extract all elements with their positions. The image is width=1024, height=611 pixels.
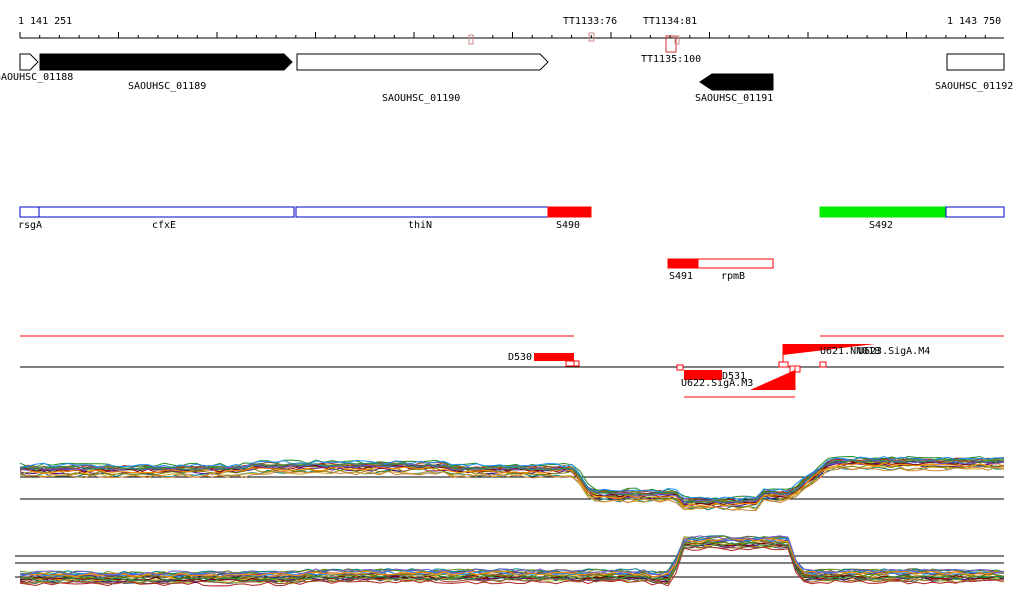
annotation-label: thiN <box>408 220 432 231</box>
ruler-end-label: 1 143 750 <box>947 16 1001 27</box>
feature-marker <box>778 361 789 368</box>
gene-arrow[interactable] <box>39 53 293 71</box>
annotation-box[interactable] <box>295 206 549 218</box>
expression-trace <box>19 455 1005 501</box>
annotation-label: S491 <box>669 271 693 282</box>
gene-arrow[interactable] <box>699 73 774 91</box>
feature-wedge[interactable] <box>783 344 875 355</box>
gene-label: SAOUHSC_01189 <box>128 81 206 92</box>
expression-trace <box>19 458 1005 504</box>
terminator-mark <box>468 34 474 45</box>
expression-panel-bottom <box>15 535 1005 587</box>
expression-trace <box>19 455 1005 501</box>
terminator-label: TT1135:100 <box>641 54 701 65</box>
feature-label: U623.SigA.M4 <box>858 346 930 357</box>
feature-label: U621.NN018 <box>820 346 880 357</box>
annotation-box[interactable] <box>667 258 699 269</box>
terminator-mark <box>674 35 680 45</box>
expression-traces <box>19 535 1005 587</box>
feature-track: D530 D531 U621.NN018 U623.SigA.M4 U622.S… <box>20 335 1004 398</box>
terminator-label: TT1133:76 <box>563 16 617 27</box>
gene-arrow[interactable] <box>19 53 39 71</box>
feature-box[interactable] <box>534 353 574 361</box>
feature-label: D530 <box>508 352 532 363</box>
ruler-ticks <box>19 32 986 38</box>
feature-wedge[interactable] <box>750 370 795 390</box>
expression-trace <box>19 542 1004 583</box>
gene-label: SAOUHSC_01191 <box>695 93 773 104</box>
expression-trace <box>19 539 1005 580</box>
expression-trace <box>19 462 1005 508</box>
annotation-box[interactable] <box>819 206 947 218</box>
expression-trace <box>19 535 1005 576</box>
feature-marker <box>565 360 575 367</box>
gene-arrow[interactable] <box>296 53 549 71</box>
feature-label: D531 <box>722 371 746 382</box>
expression-panel-top <box>19 455 1005 512</box>
expression-trace <box>19 535 1005 575</box>
expression-trace <box>19 538 1005 579</box>
gene-label: SAOUHSC_01188 <box>0 72 73 83</box>
annotation-box[interactable] <box>945 206 1005 218</box>
expression-trace <box>19 463 1005 509</box>
annotation-box[interactable] <box>697 258 774 269</box>
annotation-row-1: rsgA cfxE thiN S490 S492 <box>18 206 1005 231</box>
annotation-label: cfxE <box>152 220 176 231</box>
ruler-start-label: 1 141 251 <box>18 16 72 27</box>
annotation-box[interactable] <box>38 206 295 218</box>
gene-label: SAOUHSC_01192 <box>935 81 1013 92</box>
feature-marker <box>573 360 580 367</box>
annotation-box[interactable] <box>547 206 592 218</box>
gene-arrow[interactable] <box>946 53 1005 71</box>
gene-track: SAOUHSC_01188 SAOUHSC_01189 SAOUHSC_0119… <box>0 53 1013 104</box>
annotation-label: rsgA <box>18 220 42 231</box>
feature-label: U622.SigA.M3 <box>681 378 753 389</box>
annotation-row-2: S491 rpmB <box>667 258 774 282</box>
terminator-label: TT1134:81 <box>643 16 697 27</box>
terminators: TT1133:76 TT1134:81 TT1135:100 <box>468 16 701 65</box>
expression-trace <box>19 466 1005 512</box>
coordinate-ruler: 1 141 251 1 143 750 <box>18 16 1004 39</box>
expression-trace <box>19 542 1005 582</box>
terminator-mark <box>588 32 595 42</box>
annotation-label: rpmB <box>721 271 745 282</box>
annotation-box[interactable] <box>19 206 40 218</box>
expression-trace <box>19 535 1005 576</box>
feature-marker <box>819 361 827 368</box>
gene-label: SAOUHSC_01190 <box>382 93 460 104</box>
annotation-label: S490 <box>556 220 580 231</box>
expression-traces <box>19 455 1005 512</box>
expression-trace <box>19 465 1005 511</box>
feature-box[interactable] <box>684 370 722 380</box>
annotation-label: S492 <box>869 220 893 231</box>
expression-trace <box>19 535 1005 576</box>
feature-marker <box>676 364 684 371</box>
